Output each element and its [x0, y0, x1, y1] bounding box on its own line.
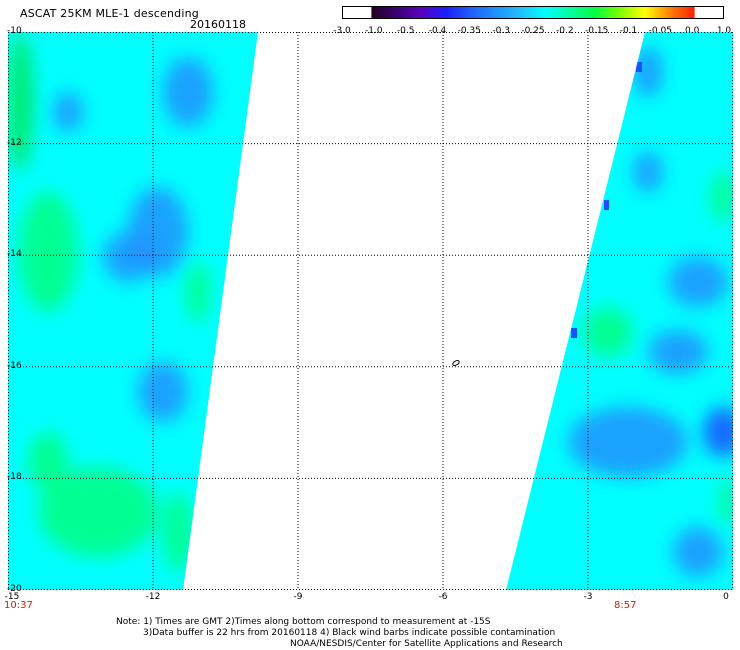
colorbar-tick-label: -0.4 — [428, 26, 447, 36]
swath-blob — [668, 257, 728, 307]
colorbar-gradient — [371, 7, 695, 18]
colorbar-tick-label: 1.0 — [716, 26, 732, 36]
latitude-label: -16 — [7, 360, 22, 371]
colorbar-tick-label: -1.0 — [365, 26, 383, 36]
start-time: 10:37 — [4, 600, 33, 611]
swath-blob — [673, 527, 723, 577]
colorbar-tick-label: -0.25 — [521, 26, 545, 36]
swath-blob — [633, 47, 663, 97]
swath-blob — [720, 477, 733, 527]
swath-blob — [53, 92, 83, 132]
map-plot — [8, 32, 733, 590]
colorbar-tick-label: -0.15 — [585, 26, 609, 36]
swath-cell — [571, 328, 577, 338]
swath-blob — [648, 330, 708, 374]
colorbar-tick-label: -0.2 — [556, 26, 574, 36]
swath-blob — [163, 57, 213, 127]
colorbar-tick-label: -0.5 — [396, 26, 415, 36]
swath-blob — [568, 407, 688, 477]
longitude-label: 0 — [723, 592, 729, 602]
longitude-label: -3 — [583, 592, 593, 602]
swath-blob — [103, 232, 153, 282]
end-time: 8:57 — [614, 600, 637, 611]
colorbar-tick-label: -0.1 — [619, 26, 638, 36]
colorbar-tick-label: 0.0 — [684, 26, 700, 36]
swath-cell — [636, 62, 642, 72]
island-outline — [452, 360, 460, 366]
swath-blob — [633, 152, 663, 192]
map-date: 20160118 — [190, 18, 246, 31]
colorbar-ticks: -3.0 -1.0 -0.5 -0.4 -0.35 -0.3 -0.25 -0.2 -0.15-… — [333, 26, 731, 38]
swath-cell — [604, 200, 609, 210]
swath-blob — [583, 307, 633, 357]
latitude-label: -10 — [7, 26, 22, 36]
swath-blob — [8, 32, 34, 172]
colorbar-tick-label: -0.05 — [648, 26, 672, 36]
note-line-1: Note: 1) Times are GMT 2)Times along bot… — [116, 617, 491, 627]
swath-blob — [138, 362, 188, 422]
colorbar-tick-label: -0.35 — [457, 26, 481, 36]
swath-blob — [711, 172, 733, 222]
longitude-label: -6 — [438, 592, 448, 602]
longitude-label: -15 — [4, 592, 20, 602]
swath-blob — [18, 192, 78, 312]
right-swath — [506, 32, 733, 590]
swath-blob — [28, 432, 68, 492]
latitude-label: -18 — [7, 472, 22, 483]
left-swath — [8, 32, 258, 590]
swath-blob — [38, 467, 158, 557]
swath-blob — [186, 262, 210, 322]
note-line-3: NOAA/NESDIS/Center for Satellite Applica… — [290, 639, 563, 649]
colorbar — [342, 6, 724, 19]
swath-blob — [703, 407, 733, 457]
longitude-label: -9 — [293, 592, 303, 602]
longitude-label: -12 — [145, 592, 161, 602]
note-line-2: 3)Data buffer is 22 hrs from 20160118 4)… — [143, 628, 556, 638]
map-title: ASCAT 25KM MLE-1 descending — [20, 7, 199, 20]
latitude-label: -20 — [7, 584, 22, 594]
colorbar-tick-label: -3.0 — [333, 26, 351, 36]
latitude-label: -12 — [7, 137, 22, 148]
swath-blob — [163, 492, 193, 572]
colorbar-tick-label: -0.3 — [492, 26, 510, 36]
latitude-label: -14 — [7, 249, 22, 260]
